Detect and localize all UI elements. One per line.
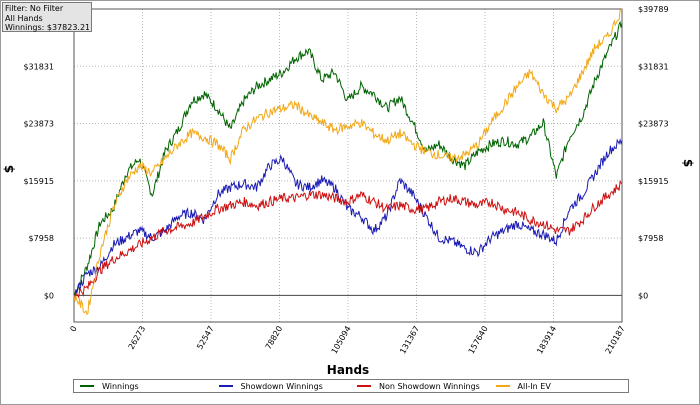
series-line-showdown-winnings bbox=[73, 137, 623, 299]
x-tick-label: 78820 bbox=[264, 325, 285, 352]
y-axis-title-right: $ bbox=[681, 159, 695, 167]
hands-label: All Hands bbox=[5, 13, 43, 23]
legend: Winnings Showdown Winnings Non Showdown Wi… bbox=[73, 379, 629, 393]
plot-border bbox=[73, 8, 623, 323]
y-axis-title-left: $ bbox=[2, 165, 16, 173]
y-tick-label-right: $0 bbox=[638, 291, 648, 300]
y-tick-label-right: $39789 bbox=[638, 5, 669, 14]
x-tick-label: 210187 bbox=[604, 325, 627, 356]
legend-item: Non Showdown Winnings bbox=[351, 382, 490, 391]
filter-label: Filter: No Filter bbox=[5, 4, 64, 13]
series-lines bbox=[73, 8, 623, 316]
y-tick-label-right: $15915 bbox=[638, 177, 669, 186]
x-tick-label: 131367 bbox=[398, 325, 421, 356]
legend-label: Non Showdown Winnings bbox=[379, 381, 480, 391]
series-line-non-showdown-winnings bbox=[73, 179, 623, 299]
x-tick-label: 26273 bbox=[127, 325, 148, 352]
legend-item: Showdown Winnings bbox=[213, 382, 352, 391]
legend-swatch bbox=[495, 385, 510, 387]
legend-label: All-In EV bbox=[517, 381, 551, 391]
y-tick-label-left: $7958 bbox=[29, 234, 54, 243]
legend-label: Winnings bbox=[102, 381, 139, 391]
x-tick-label: 0 bbox=[68, 325, 78, 334]
y-tick-label-left: $15915 bbox=[23, 177, 54, 186]
series-line-winnings bbox=[73, 20, 623, 296]
y-tick-label-left: $23873 bbox=[23, 120, 54, 129]
legend-label: Showdown Winnings bbox=[240, 381, 323, 391]
legend-swatch bbox=[218, 385, 233, 387]
x-tick-label: 157640 bbox=[467, 325, 490, 356]
winnings-label: Winnings: $37823.21 bbox=[5, 23, 89, 33]
series-line-all-in-ev bbox=[73, 8, 623, 316]
x-tick-label: 52547 bbox=[195, 325, 216, 352]
y-tick-label-right: $31831 bbox=[638, 62, 669, 71]
y-tick-label-right: $23873 bbox=[638, 120, 669, 129]
x-axis-title: Hands bbox=[327, 363, 369, 377]
y-tick-label-left: $31831 bbox=[23, 62, 54, 71]
x-tick-label: 105094 bbox=[330, 325, 353, 356]
legend-item: Winnings bbox=[74, 382, 213, 391]
legend-swatch bbox=[80, 385, 94, 387]
filter-info-box: Filter: No Filter All Hands Winnings: $3… bbox=[2, 2, 92, 32]
y-tick-label-left: $0 bbox=[44, 291, 54, 300]
x-tick-label: 183914 bbox=[535, 325, 558, 356]
legend-item: All-In EV bbox=[490, 382, 629, 391]
axis-ticks: 0 26273 52547 78820 105094 131367 157640 183914… bbox=[23, 5, 668, 355]
y-tick-label-right: $7958 bbox=[638, 234, 663, 243]
legend-swatch bbox=[357, 385, 371, 387]
